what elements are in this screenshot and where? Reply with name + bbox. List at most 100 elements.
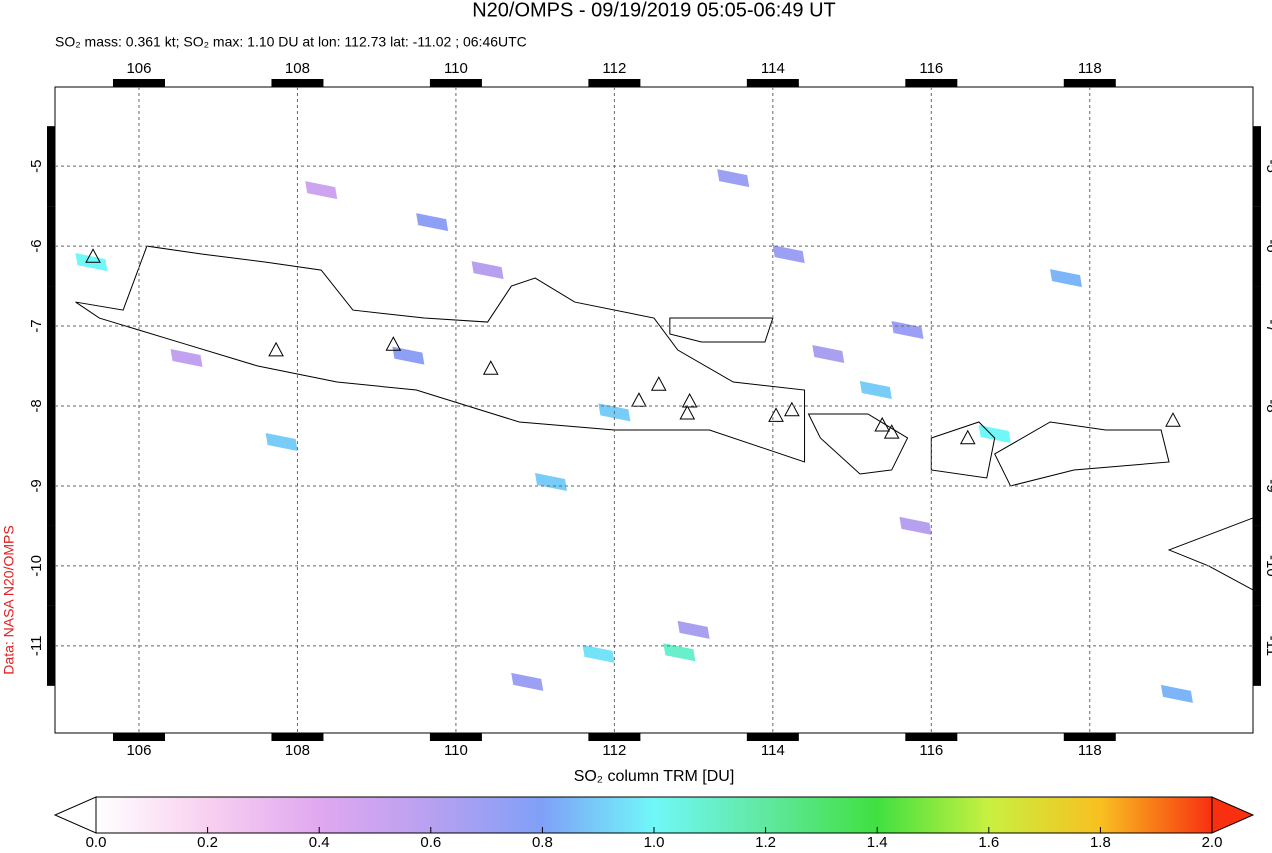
volcano bbox=[883, 424, 900, 439]
volcano bbox=[385, 336, 402, 351]
colorbar-tick-label: 0.4 bbox=[309, 834, 330, 851]
tick-bar bbox=[112, 79, 165, 87]
so2-pixel bbox=[859, 381, 892, 400]
subtitle: SO₂ mass: 0.361 kt; SO₂ max: 1.10 DU at … bbox=[55, 34, 527, 50]
x-tick-label: 110 bbox=[444, 742, 468, 759]
coastline bbox=[75, 245, 806, 463]
tick-bar bbox=[1253, 126, 1261, 207]
volcano bbox=[784, 401, 800, 417]
volcano bbox=[768, 407, 784, 422]
tick-bar bbox=[588, 733, 641, 741]
x-tick-label: 114 bbox=[761, 742, 785, 759]
side-label: Data: NASA N20/OMPS bbox=[1, 525, 17, 674]
x-tick-label: 112 bbox=[602, 742, 626, 759]
x-tick-label: 118 bbox=[1078, 742, 1102, 759]
so2-pixel bbox=[265, 432, 298, 451]
so2-pixel bbox=[1160, 684, 1193, 703]
so2-pixel bbox=[717, 169, 750, 188]
x-tick-label: 116 bbox=[919, 742, 943, 759]
y-tick-label: -7 bbox=[1263, 319, 1272, 332]
volcano bbox=[679, 404, 696, 420]
so2-pixel bbox=[392, 346, 425, 365]
tick-bar bbox=[1253, 525, 1261, 606]
tick-bar bbox=[429, 79, 482, 87]
colorbar-tick-label: 2.0 bbox=[1202, 834, 1223, 851]
x-tick-label: 112 bbox=[602, 60, 626, 77]
so2-pixel bbox=[899, 516, 932, 535]
tick-bar bbox=[1253, 445, 1261, 526]
volcano bbox=[681, 392, 698, 408]
colorbar-tick-label: 1.2 bbox=[755, 834, 776, 851]
x-tick-label: 108 bbox=[285, 742, 310, 759]
so2-pixel bbox=[511, 672, 544, 691]
colorbar-tick-label: 0.6 bbox=[420, 834, 441, 851]
map bbox=[54, 86, 1254, 734]
so2-pixel bbox=[1050, 269, 1083, 288]
so2-pixel bbox=[677, 620, 710, 639]
y-tick-label: -9 bbox=[1263, 479, 1272, 492]
y-tick-label: -6 bbox=[1263, 239, 1272, 252]
so2-pixel bbox=[582, 644, 615, 663]
tick-bar bbox=[746, 79, 799, 87]
so2-pixel bbox=[812, 345, 845, 364]
colorbar-tick-label: 1.6 bbox=[978, 834, 999, 851]
tick-bar bbox=[47, 366, 55, 447]
tick-bar bbox=[905, 79, 958, 87]
tick-bar bbox=[47, 445, 55, 526]
volcano bbox=[650, 376, 667, 391]
y-tick-label: -8 bbox=[28, 399, 45, 412]
tick-bar bbox=[47, 286, 55, 367]
colorbar-tick-label: 0.0 bbox=[86, 834, 107, 851]
volcano bbox=[959, 429, 976, 445]
tick-bar bbox=[1063, 733, 1116, 741]
volcano bbox=[1165, 412, 1181, 427]
so2-pixel bbox=[534, 472, 567, 491]
so2-pixel bbox=[170, 349, 203, 368]
tick-bar bbox=[746, 733, 799, 741]
chart-title: N20/OMPS - 09/19/2019 05:05-06:49 UT bbox=[472, 0, 836, 21]
x-tick-label: 108 bbox=[285, 60, 310, 77]
tick-bar bbox=[1253, 206, 1261, 287]
x-tick-label: 118 bbox=[1078, 60, 1102, 77]
so2-pixel bbox=[416, 213, 449, 232]
tick-bar bbox=[905, 733, 958, 741]
y-tick-label: -10 bbox=[1263, 555, 1272, 577]
x-tick-label: 106 bbox=[126, 742, 151, 759]
colorbar-arrow bbox=[53, 796, 97, 834]
colorbar-label: SO₂ column TRM [DU] bbox=[574, 768, 735, 785]
colorbar-tick-label: 1.4 bbox=[867, 834, 888, 851]
colorbar-tick-label: 1.8 bbox=[1090, 834, 1111, 851]
y-tick-label: -5 bbox=[28, 159, 45, 172]
x-tick-label: 116 bbox=[919, 60, 943, 77]
tick-bar bbox=[1253, 605, 1261, 686]
colorbar-arrow bbox=[1211, 796, 1255, 834]
y-tick-label: -11 bbox=[1263, 636, 1272, 657]
tick-bar bbox=[271, 79, 324, 87]
tick-bar bbox=[47, 605, 55, 686]
tick-bar bbox=[47, 126, 55, 207]
volcano bbox=[874, 416, 891, 432]
x-tick-label: 114 bbox=[761, 60, 785, 77]
y-tick-label: -6 bbox=[28, 239, 45, 252]
x-tick-label: 110 bbox=[444, 60, 468, 77]
tick-bar bbox=[1063, 79, 1116, 87]
so2-pixel bbox=[891, 321, 924, 340]
colorbar-tick-label: 0.2 bbox=[197, 834, 218, 851]
colorbar-tick-label: 0.8 bbox=[532, 834, 553, 851]
tick-bar bbox=[1253, 366, 1261, 447]
tick-bar bbox=[429, 733, 482, 741]
tick-bar bbox=[588, 79, 641, 87]
coastline bbox=[669, 317, 774, 343]
tick-bar bbox=[1253, 286, 1261, 367]
x-tick-label: 106 bbox=[126, 60, 151, 77]
so2-pixel bbox=[305, 181, 338, 200]
y-tick-label: -11 bbox=[28, 636, 45, 657]
so2-pixel bbox=[471, 261, 504, 280]
coastline bbox=[930, 421, 996, 479]
tick-bar bbox=[271, 733, 324, 741]
tick-bar bbox=[47, 206, 55, 287]
volcano bbox=[268, 341, 284, 357]
y-tick-label: -5 bbox=[1263, 159, 1272, 172]
tick-bar bbox=[47, 525, 55, 606]
